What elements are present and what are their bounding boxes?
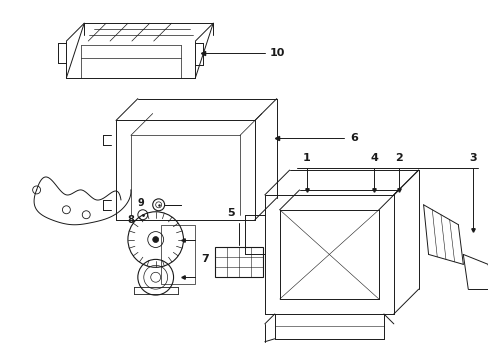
Text: 6: 6 [350, 133, 358, 143]
Text: 3: 3 [469, 153, 477, 163]
Text: 4: 4 [370, 153, 378, 163]
Circle shape [153, 237, 159, 243]
Text: 8: 8 [127, 215, 134, 225]
Text: 10: 10 [270, 48, 286, 58]
Text: 9: 9 [137, 198, 144, 208]
Text: 5: 5 [227, 208, 235, 218]
Text: 1: 1 [303, 153, 310, 163]
Bar [161, 225, 196, 284]
Text: 2: 2 [395, 153, 403, 163]
Text: 7: 7 [201, 255, 209, 264]
Bar [215, 247, 263, 277]
